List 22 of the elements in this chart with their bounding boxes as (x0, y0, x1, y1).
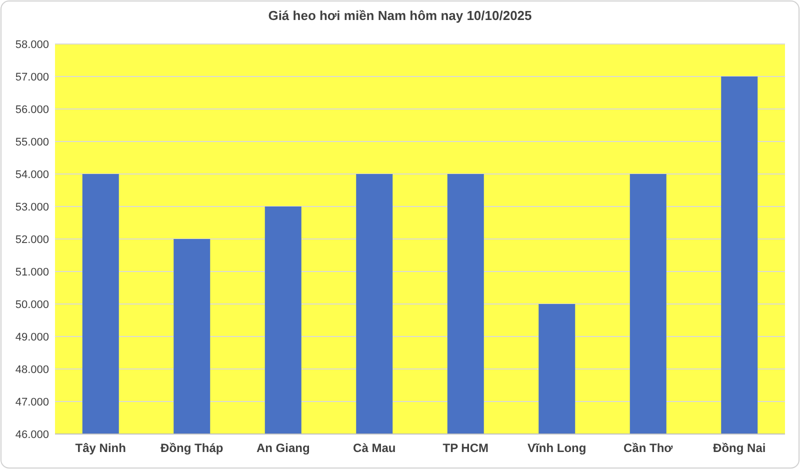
x-tick-label: Tây Ninh (75, 441, 126, 455)
y-tick-label: 47.000 (15, 396, 49, 408)
y-tick-label: 49.000 (15, 331, 49, 344)
chart-title: Giá heo hơi miền Nam hôm nay 10/10/2025 (268, 8, 532, 23)
y-tick-label: 52.000 (15, 234, 49, 246)
y-tick-label: 50.000 (15, 298, 49, 311)
x-tick-label: Cần Thơ (624, 441, 674, 455)
y-tick-label: 53.000 (15, 201, 49, 214)
x-tick-label: An Giang (256, 441, 310, 455)
y-tick-label: 57.000 (15, 71, 49, 84)
x-tick-label: Vĩnh Long (528, 441, 586, 455)
y-tick-label: 55.000 (15, 136, 49, 148)
y-tick-label: 58.000 (15, 38, 49, 51)
y-tick-label: 48.000 (15, 364, 49, 376)
y-tick-label: 54.000 (15, 168, 49, 181)
x-tick-label: Đồng Tháp (160, 441, 224, 455)
x-tick-label: TP HCM (442, 441, 489, 455)
x-tick-label: Đồng Nai (713, 441, 766, 455)
y-tick-label: 46.000 (15, 428, 49, 441)
y-tick-label: 51.000 (15, 266, 49, 278)
y-tick-label: 56.000 (15, 104, 49, 116)
x-tick-label: Cà Mau (353, 441, 396, 455)
